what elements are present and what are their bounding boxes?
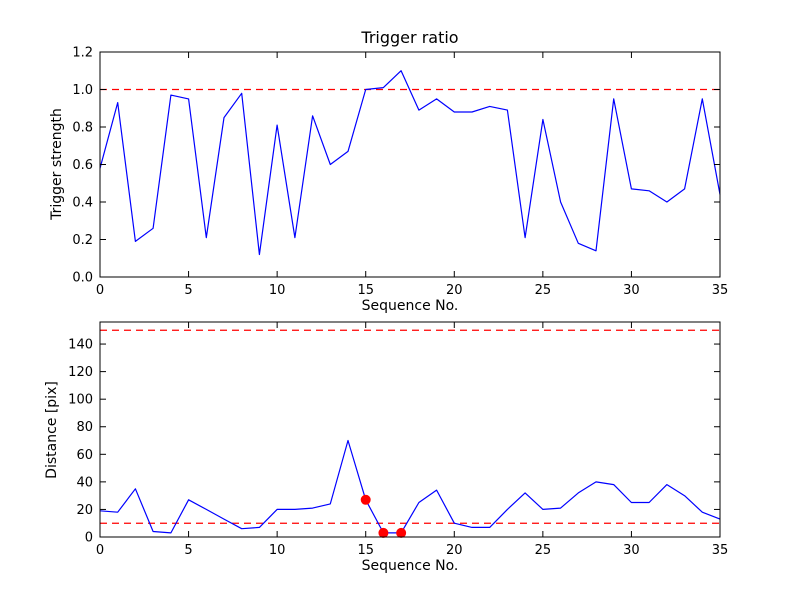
- y-tick-label: 0: [85, 531, 93, 546]
- y-tick-label: 40: [76, 475, 93, 490]
- y-tick-label: 0.6: [72, 158, 93, 173]
- x-tick-label: 25: [535, 283, 552, 298]
- x-tick-label: 5: [184, 543, 192, 558]
- y-tick-label: 20: [76, 503, 93, 518]
- x-tick-label: 25: [535, 543, 552, 558]
- marker-dot: [360, 494, 371, 505]
- x-tick-label: 30: [623, 283, 640, 298]
- axes-frame: [99, 321, 721, 538]
- top-xaxis-label: Sequence No.: [361, 298, 459, 314]
- y-tick-label: 120: [68, 365, 93, 380]
- x-tick-label: 20: [446, 543, 463, 558]
- y-tick-label: 0.8: [72, 121, 93, 136]
- x-tick-label: 35: [712, 283, 729, 298]
- x-tick-label: 10: [269, 283, 286, 298]
- y-tick-label: 0.2: [72, 233, 93, 248]
- y-tick-label: 1.0: [72, 83, 93, 98]
- x-tick-label: 35: [712, 543, 729, 558]
- y-tick-label: 0.0: [72, 271, 93, 286]
- x-tick-label: 10: [269, 543, 286, 558]
- chart-title: Trigger ratio: [361, 28, 459, 47]
- x-tick-label: 15: [357, 283, 374, 298]
- x-tick-label: 15: [357, 543, 374, 558]
- y-tick-label: 60: [76, 448, 93, 463]
- marker-dot: [396, 527, 407, 538]
- x-tick-label: 0: [96, 543, 104, 558]
- distance-line: [99, 439, 721, 534]
- top-yaxis-label: Trigger strength: [49, 108, 65, 220]
- y-tick-label: 1.2: [72, 46, 93, 61]
- y-tick-label: 80: [76, 420, 93, 435]
- bottom-yaxis-label: Distance [pix]: [44, 381, 60, 479]
- y-tick-label: 0.4: [72, 196, 93, 211]
- marker-dot: [378, 527, 389, 538]
- bottom-xaxis-label: Sequence No.: [361, 558, 459, 574]
- x-tick-label: 0: [96, 283, 104, 298]
- trigger-strength-line: [99, 70, 721, 256]
- x-tick-label: 5: [184, 283, 192, 298]
- x-tick-label: 20: [446, 283, 463, 298]
- x-tick-label: 30: [623, 543, 640, 558]
- y-tick-label: 100: [68, 393, 93, 408]
- y-tick-label: 140: [68, 338, 93, 353]
